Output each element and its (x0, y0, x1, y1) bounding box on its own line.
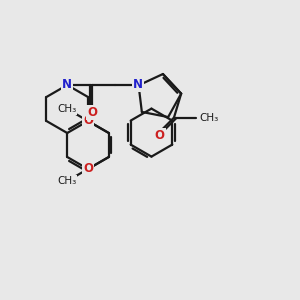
Text: N: N (62, 79, 72, 92)
Text: O: O (155, 129, 165, 142)
Text: O: O (83, 163, 93, 176)
Text: N: N (133, 79, 143, 92)
Text: CH₃: CH₃ (58, 104, 77, 114)
Text: CH₃: CH₃ (200, 112, 219, 123)
Text: CH₃: CH₃ (58, 176, 77, 186)
Text: O: O (83, 115, 93, 128)
Text: O: O (87, 106, 98, 119)
